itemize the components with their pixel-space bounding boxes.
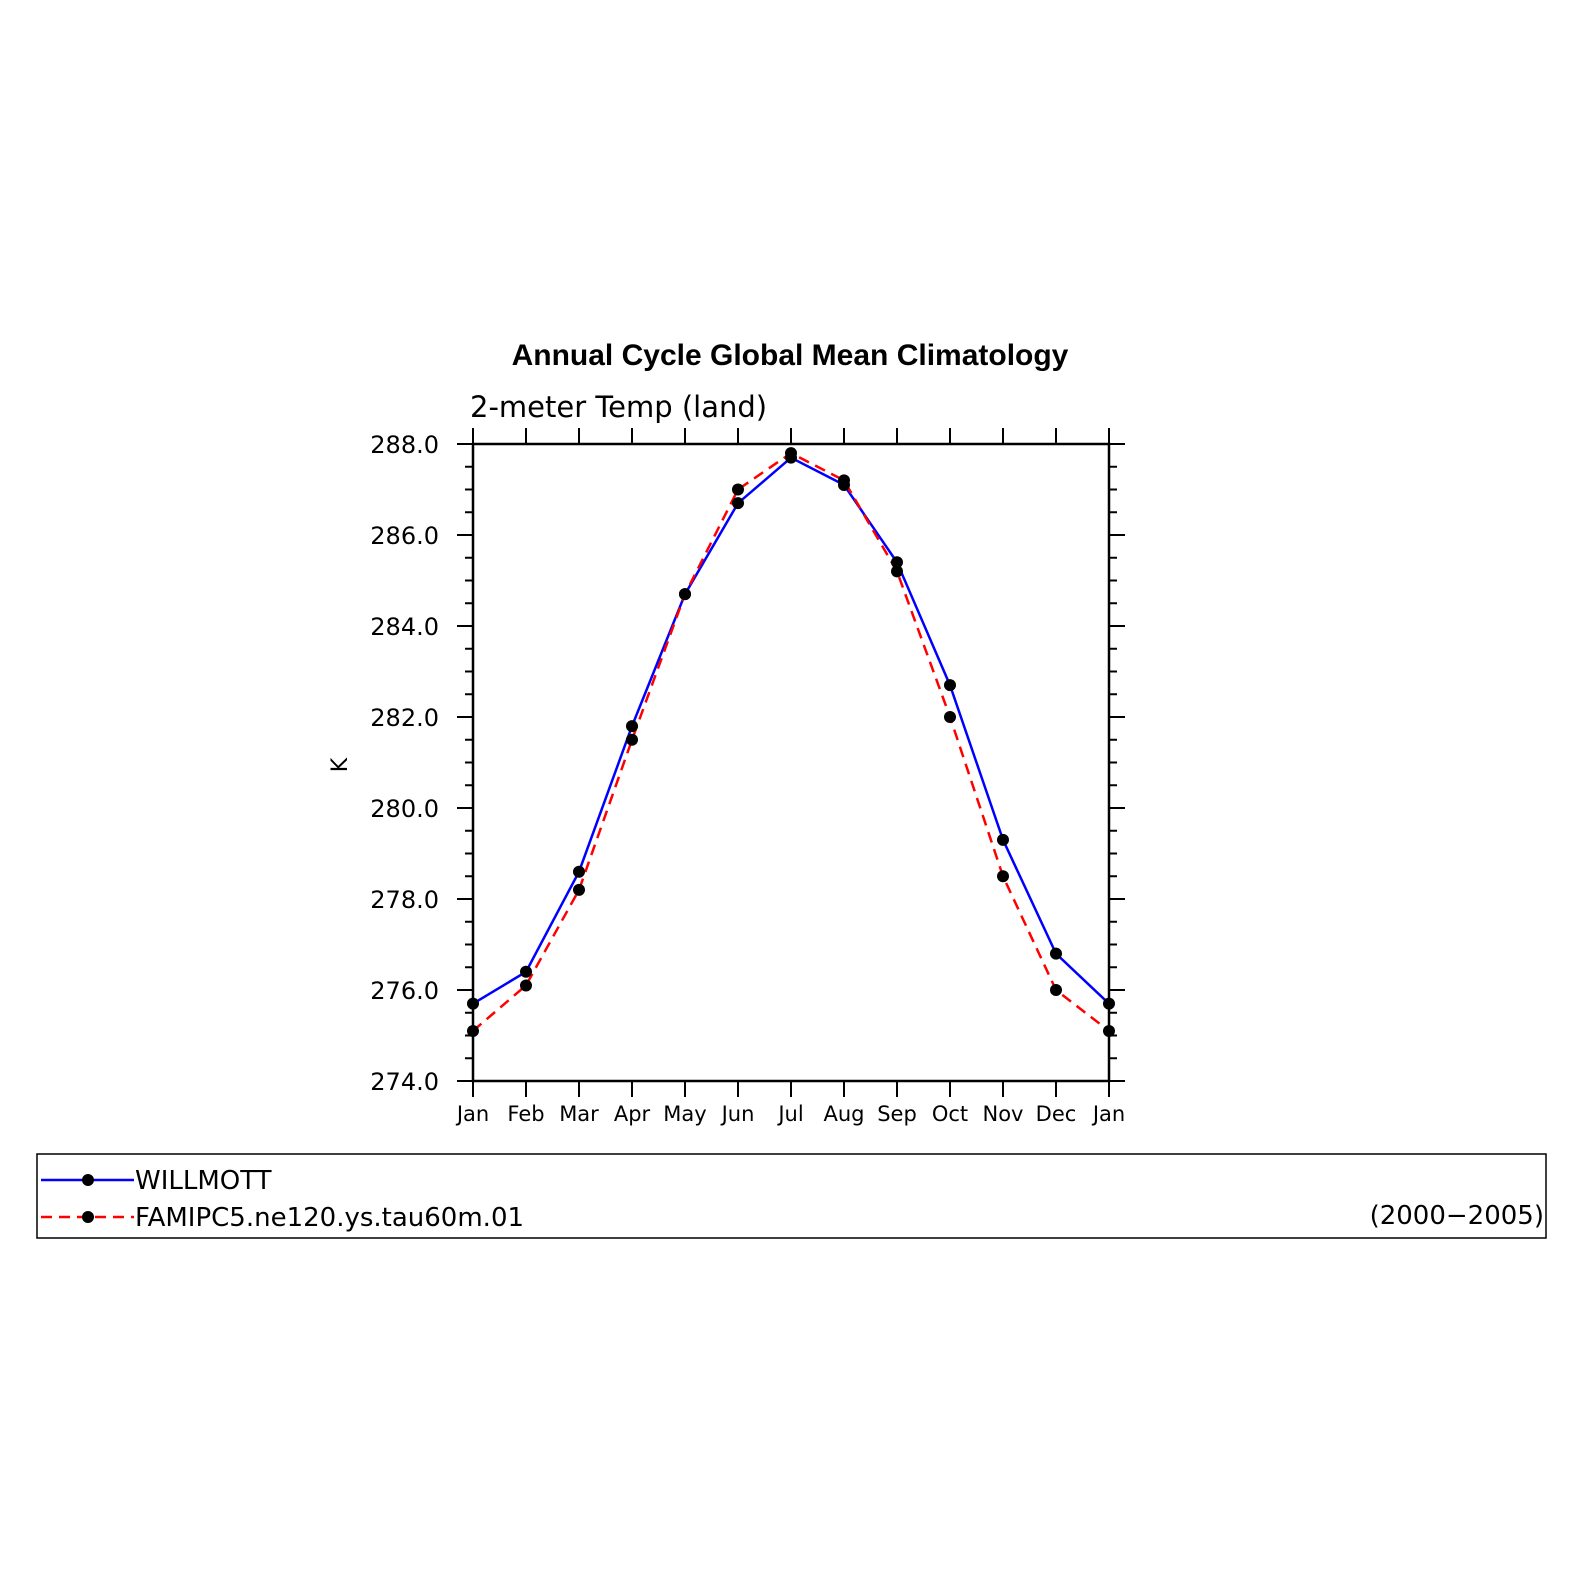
chart-subtitle: 2-meter Temp (land) [470,390,767,424]
series-lines [472,451,1110,1032]
data-point-series-1 [520,965,532,978]
data-point-series-2 [785,447,797,460]
x-tick-label: Feb [507,1102,544,1126]
data-point-series-2 [1103,1024,1115,1037]
data-point-series-1 [891,556,903,569]
legend-marker-1 [82,1174,94,1186]
x-tick-label: Jun [720,1102,755,1126]
x-tick-labels: Jan Feb Mar Apr May Jun Jul Aug Sep Oct Nov Dec Jan [455,1102,1125,1126]
data-point-series-2 [1050,984,1062,996]
data-point-series-2 [944,711,956,723]
legend: WILLMOTT FAMIPC5.ne120.ys.tau60m.01 [41,1166,524,1233]
y-tick-label: 288.0 [370,431,439,459]
x-tick-label: Oct [932,1102,968,1126]
y-tick-label: 278.0 [370,886,439,914]
y-tick-label: 284.0 [370,613,439,641]
data-point-series-2 [467,1024,479,1037]
data-point-series-1 [467,997,479,1010]
x-tick-label: Sep [877,1102,917,1126]
series-line-1 [472,456,1110,1005]
data-point-series-2 [891,565,903,578]
data-point-series-1 [997,833,1009,846]
y-tick-labels: 274.0 276.0 278.0 280.0 282.0 284.0 286.0 288.0 [370,431,439,1096]
plot-frame [471,442,1111,1083]
legend-box [36,1153,1547,1239]
y-tick-label: 276.0 [370,977,439,1005]
legend-label-1: WILLMOTT [135,1166,272,1196]
x-tick-label: Apr [614,1102,651,1126]
x-tick-label: Jan [455,1102,489,1126]
y-tick-label: 274.0 [370,1068,439,1096]
data-point-series-2 [732,483,744,496]
legend-marker-2 [82,1211,94,1223]
y-axis-label: K [328,757,353,772]
data-point-series-1 [573,865,585,878]
legend-label-2: FAMIPC5.ne120.ys.tau60m.01 [135,1203,524,1233]
x-tick-label: Jul [776,1102,803,1126]
x-tick-label: Jan [1091,1102,1125,1126]
data-point-series-2 [838,474,850,487]
legend-period-note: (2000−2005) [1370,1201,1544,1231]
data-point-series-1 [626,720,638,733]
data-point-series-2 [679,588,691,601]
y-tick-label: 286.0 [370,522,439,550]
data-point-series-2 [626,733,638,746]
axis-ticks [457,428,1125,1097]
data-point-series-2 [997,870,1009,883]
data-point-series-1 [732,497,744,510]
series-markers [467,447,1115,1037]
series-line-2 [472,451,1110,1032]
data-point-series-2 [520,979,532,992]
data-point-series-2 [573,883,585,896]
chart-title: Annual Cycle Global Mean Climatology [512,339,1069,372]
x-tick-label: May [663,1102,706,1126]
x-tick-label: Mar [559,1102,599,1126]
data-point-series-1 [944,679,956,692]
x-tick-label: Nov [983,1102,1024,1126]
data-point-series-1 [1103,997,1115,1010]
data-point-series-1 [1050,947,1062,960]
x-tick-label: Dec [1036,1102,1077,1126]
y-tick-label: 280.0 [370,795,439,823]
y-tick-label: 282.0 [370,704,439,732]
x-tick-label: Aug [823,1102,864,1126]
